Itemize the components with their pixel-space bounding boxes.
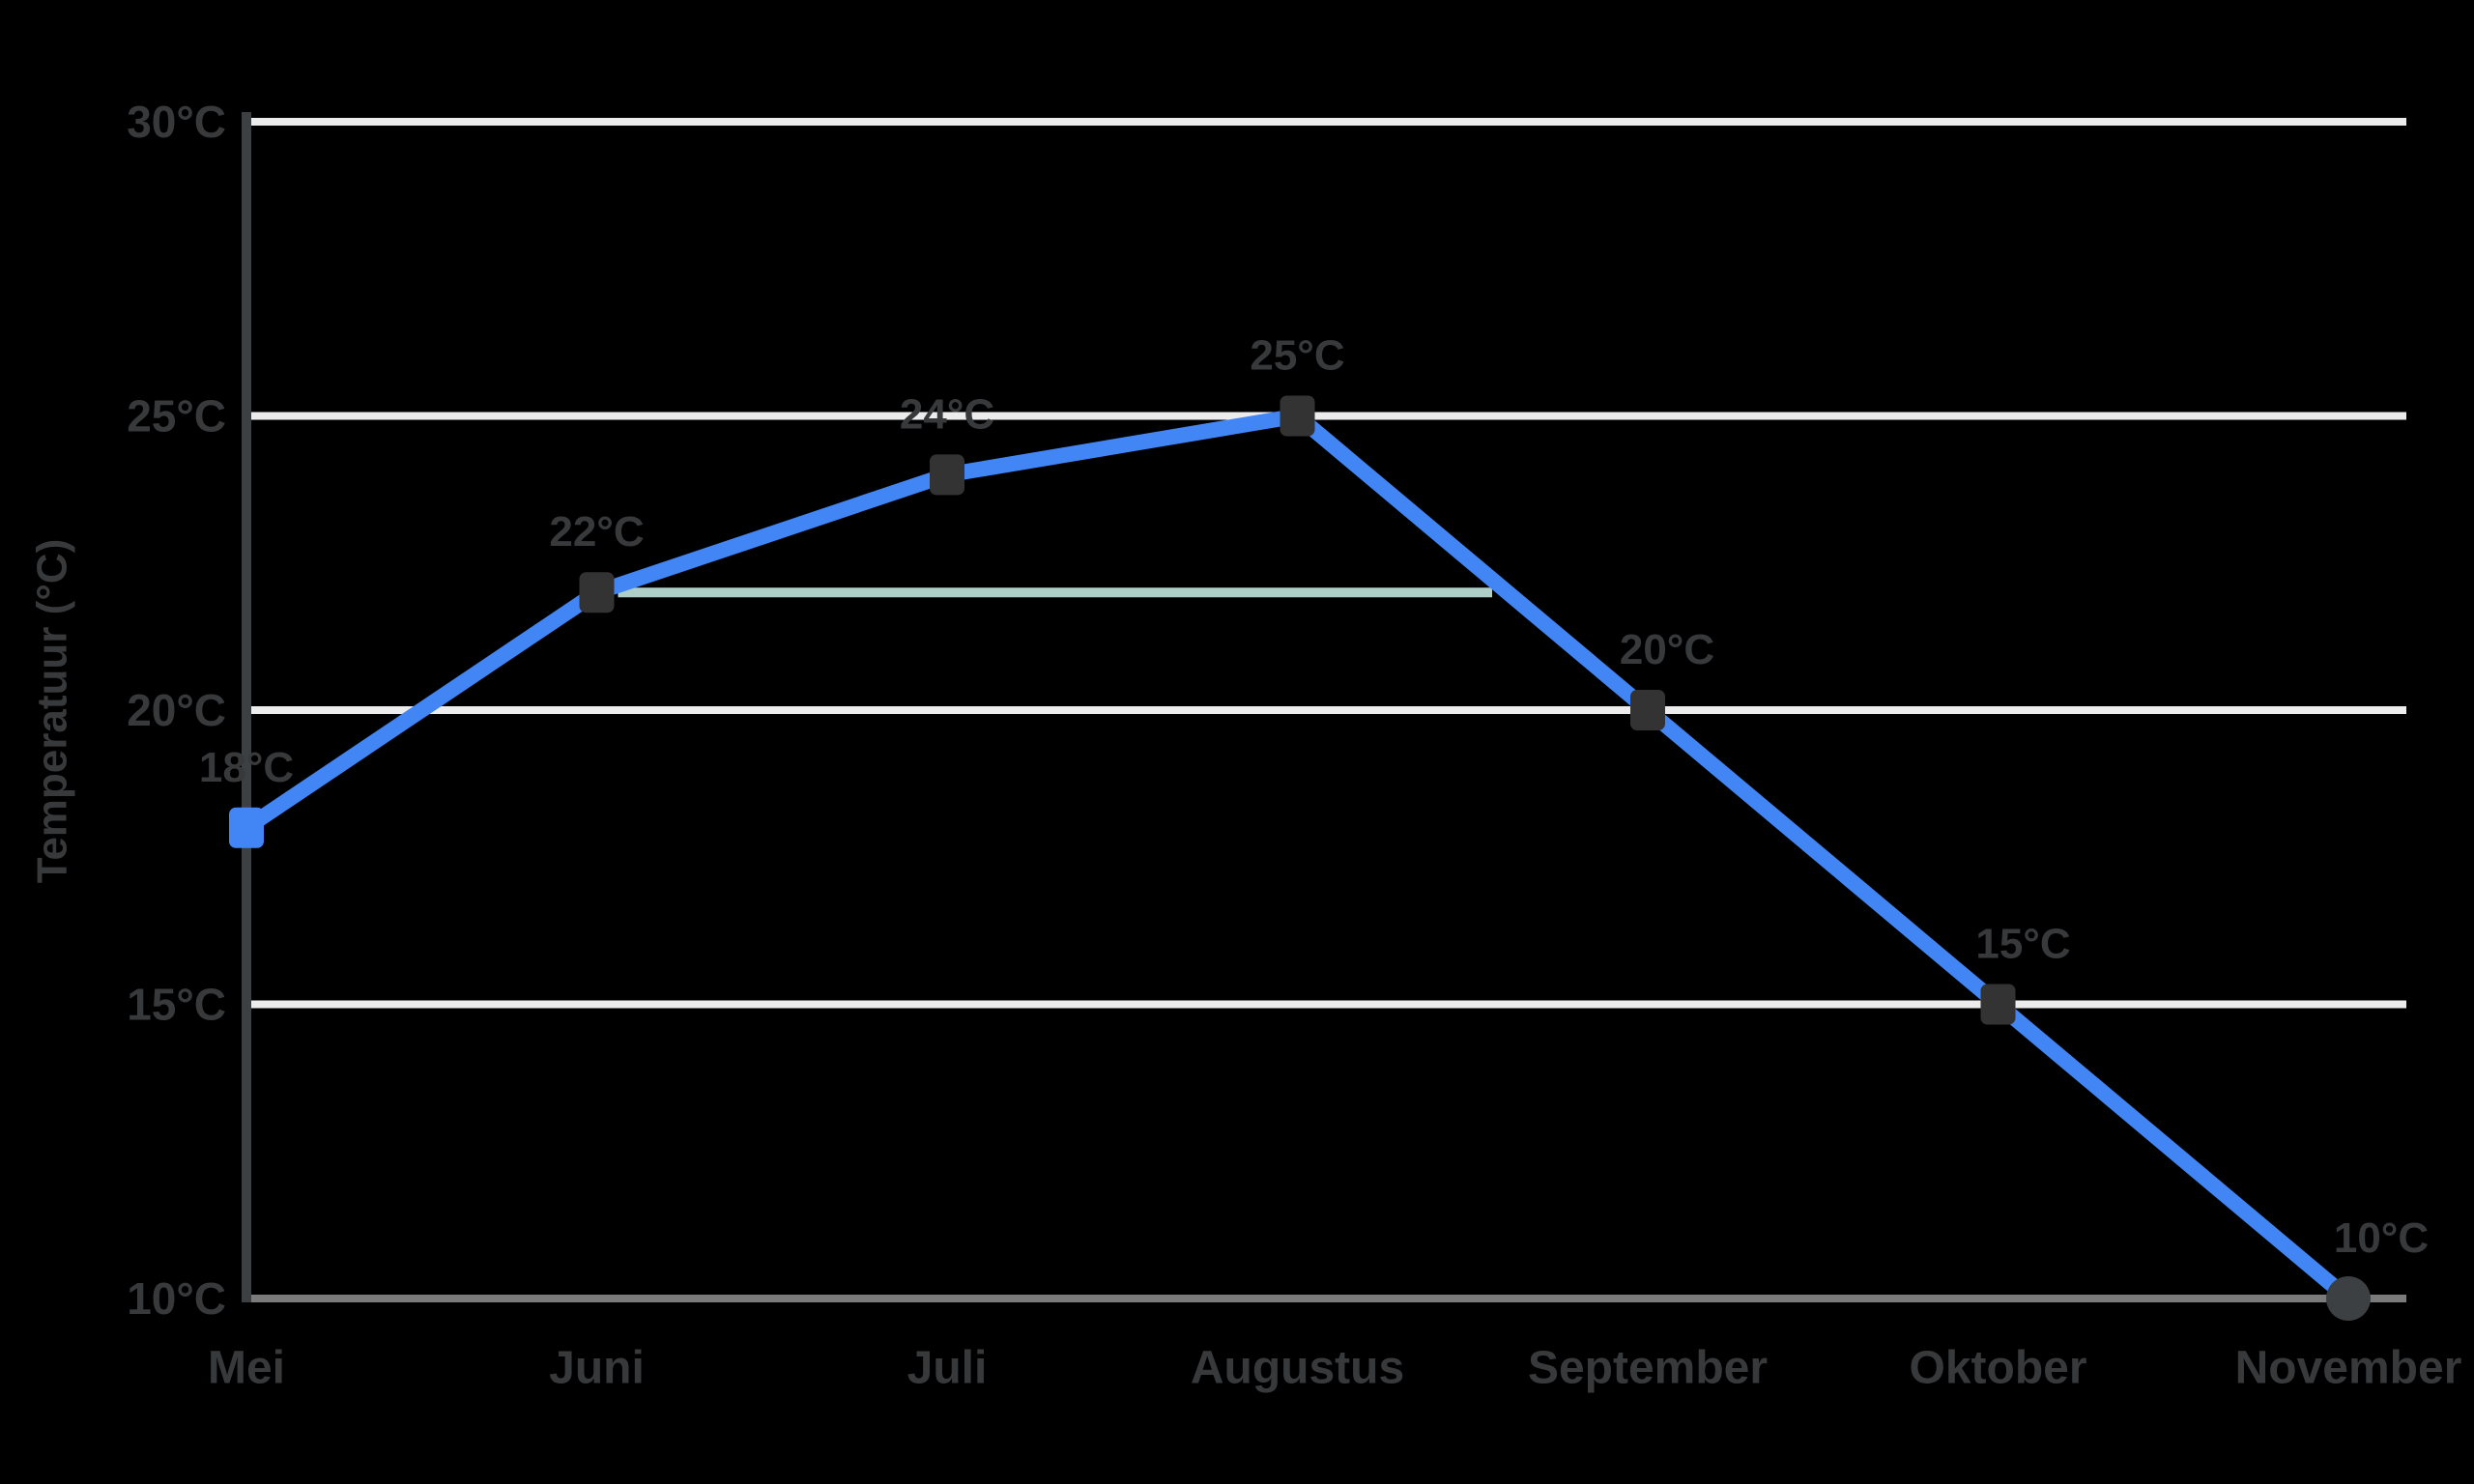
x-tick-label-juni: Juni [549, 1343, 645, 1394]
y-axis-title: Temperatuur (°C) [29, 539, 76, 884]
x-tick-label-september: September [1528, 1343, 1768, 1394]
data-point-marker-mei[interactable] [229, 807, 264, 848]
x-tick-label-augustus: Augustus [1191, 1343, 1404, 1394]
y-tick-label-15C: 15°C [127, 980, 226, 1030]
data-point-marker-juli[interactable] [930, 454, 964, 496]
data-point-label-september: 20°C [1620, 626, 1714, 673]
data-point-label-juni: 22°C [549, 508, 644, 556]
x-tick-label-november: November [2235, 1343, 2462, 1394]
data-point-label-mei: 18°C [199, 744, 294, 791]
x-tick-label-juli: Juli [907, 1343, 988, 1394]
data-point-marker-september[interactable] [1630, 690, 1665, 730]
y-tick-label-20C: 20°C [127, 685, 226, 735]
data-point-marker-augustus[interactable] [1280, 395, 1315, 437]
y-tick-label-30C: 30°C [127, 97, 226, 147]
data-point-marker-november[interactable] [2326, 1276, 2371, 1321]
data-point-label-oktober: 15°C [1975, 921, 2070, 968]
data-point-marker-juni[interactable] [579, 572, 615, 614]
data-point-label-augustus: 25°C [1250, 332, 1344, 380]
y-tick-label-10C: 10°C [127, 1273, 226, 1324]
data-point-label-november: 10°C [2334, 1214, 2429, 1262]
data-point-label-juli: 24°C [900, 390, 994, 438]
x-tick-label-oktober: Oktober [1909, 1343, 2086, 1394]
data-point-marker-oktober[interactable] [1980, 984, 2016, 1025]
x-tick-label-mei: Mei [208, 1343, 285, 1394]
y-tick-label-25C: 25°C [127, 391, 226, 442]
